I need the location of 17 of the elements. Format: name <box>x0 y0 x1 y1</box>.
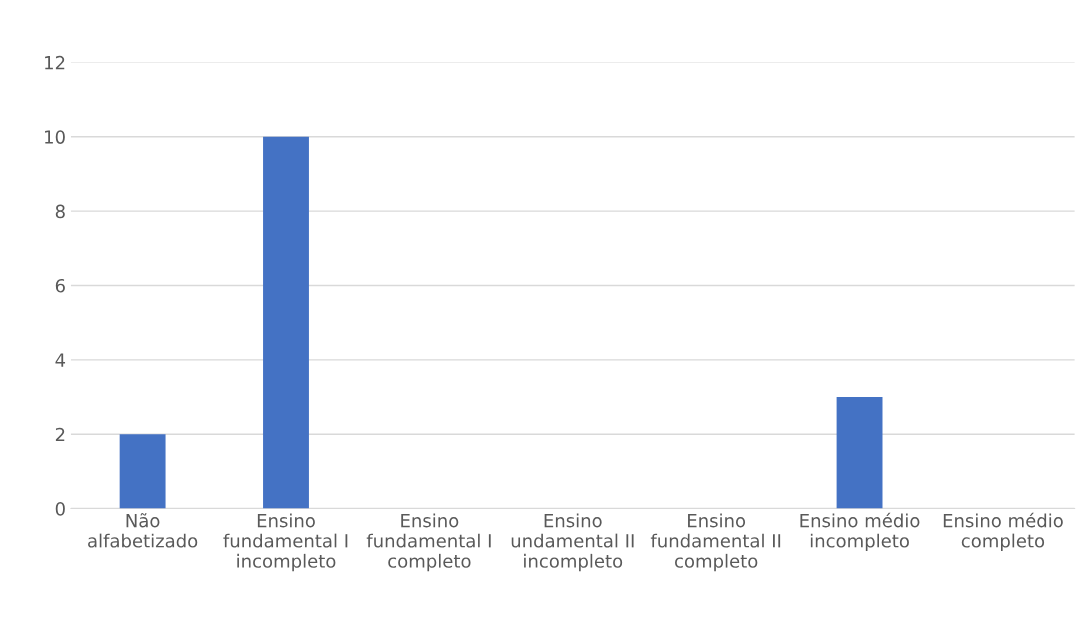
x-tick-label: Ensino undamental II incompleto <box>511 513 634 572</box>
y-tick-label: 10 <box>45 130 65 144</box>
bar <box>119 434 166 509</box>
y-tick-label: 4 <box>55 353 66 367</box>
x-tick-label: Ensino médio incompleto <box>800 512 920 552</box>
bar <box>836 397 883 509</box>
x-tick-label: Não alfabetizado <box>88 513 198 548</box>
x-tick-label: Ensino fundamental I completo <box>366 513 491 572</box>
y-tick-label: 2 <box>55 427 65 442</box>
x-tick-label: Ensino médio completo <box>943 512 1063 552</box>
x-tick-label: Ensino fundamental II completo <box>650 513 781 572</box>
y-tick-label: 8 <box>55 204 65 219</box>
x-tick-label: Ensino fundamental I incompleto <box>223 513 348 572</box>
y-tick-label: 6 <box>55 278 65 293</box>
y-tick-label: 0 <box>55 502 65 516</box>
bar <box>263 136 309 509</box>
y-tick-label: 12 <box>45 55 65 70</box>
